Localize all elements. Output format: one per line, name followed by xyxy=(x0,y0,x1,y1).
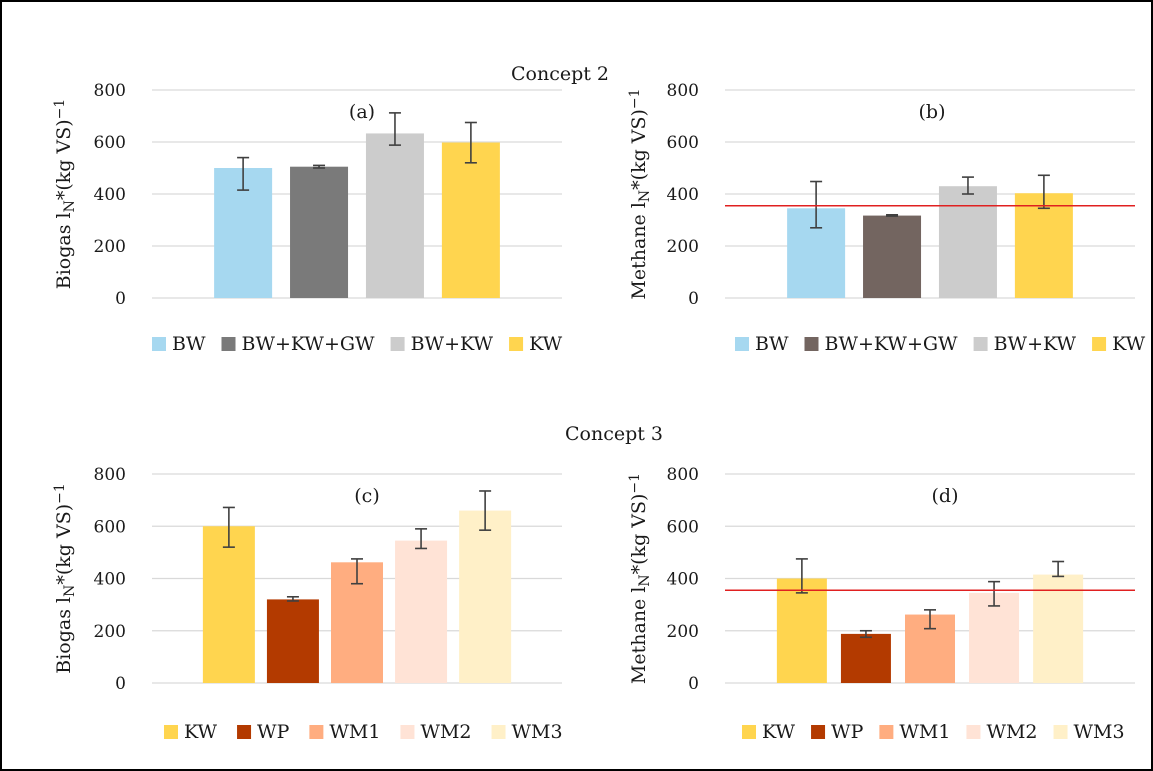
legend-swatch xyxy=(1092,337,1107,351)
chart-panel-d: 0 200 400 600 800 Methane lN*(kg VS)−1 (d) KW WP… xyxy=(627,465,1135,743)
bar-kw xyxy=(202,526,255,683)
legend-entry: BW xyxy=(172,333,206,355)
legend-swatch xyxy=(152,337,166,351)
legend-entry: BW xyxy=(755,333,789,355)
concept-title-3: Concept 3 xyxy=(565,423,663,445)
legend-swatch xyxy=(804,337,819,351)
y-tick-label: 600 xyxy=(94,133,126,153)
legend-entry: WM2 xyxy=(420,721,471,743)
bar-kw xyxy=(441,142,500,298)
y-tick-label: 600 xyxy=(94,517,126,537)
y-tick-label: 800 xyxy=(667,81,699,101)
panel-label: (b) xyxy=(919,101,946,123)
legend-swatch xyxy=(973,337,988,351)
chart-panel-a: 0 200 400 600 800 Biogas lN*(kg VS)−1 (a) BW BW+… xyxy=(52,81,562,355)
y-tick-label: 800 xyxy=(94,81,126,101)
bar-wp xyxy=(266,599,319,683)
legend-swatch xyxy=(509,337,524,351)
y-tick-label: 800 xyxy=(94,465,126,485)
bar-kw xyxy=(1014,193,1073,298)
y-tick-label: 200 xyxy=(667,622,699,642)
y-tick-label: 400 xyxy=(667,185,699,205)
y-tick-label: 0 xyxy=(115,674,126,694)
legend-swatch xyxy=(966,725,981,739)
legend-swatch xyxy=(491,725,506,739)
legend-entry: WP xyxy=(257,721,290,743)
y-axis-title: Biogas lN*(kg VS)−1 xyxy=(52,483,77,674)
legend-swatch xyxy=(237,725,252,739)
legend-entry: WM3 xyxy=(1074,721,1125,743)
y-tick-label: 400 xyxy=(94,185,126,205)
legend-swatch xyxy=(742,725,756,739)
bar-wm3 xyxy=(459,510,512,683)
legend-entry: WP xyxy=(831,721,864,743)
y-tick-label: 800 xyxy=(667,465,699,485)
y-axis-title: Biogas lN*(kg VS)−1 xyxy=(52,99,77,290)
legend-entry: WM2 xyxy=(986,721,1037,743)
bar-wm2 xyxy=(969,592,1020,683)
legend-entry: WM1 xyxy=(329,721,380,743)
legend-swatch xyxy=(879,725,894,739)
legend-swatch xyxy=(309,725,324,739)
legend-swatch xyxy=(390,337,405,351)
y-tick-label: 0 xyxy=(688,289,699,309)
y-axis-title: Methane lN*(kg VS)−1 xyxy=(627,88,652,299)
legend-entry: BW+KW+GW xyxy=(825,333,959,355)
y-axis-title: Methane lN*(kg VS)−1 xyxy=(627,473,652,684)
legend-swatch xyxy=(735,337,749,351)
chart-panel-b: 0 200 400 600 800 Methane lN*(kg VS)−1 (b) BW BW… xyxy=(627,81,1145,355)
y-tick-label: 0 xyxy=(688,674,699,694)
bar-bw-kw xyxy=(938,186,997,298)
legend-entry: BW+KW+GW xyxy=(242,333,376,355)
legend-entry: WM1 xyxy=(899,721,950,743)
panel-label: (c) xyxy=(354,485,379,507)
bar-bw-kw-gw xyxy=(290,166,349,298)
concept-title-2: Concept 2 xyxy=(511,63,609,85)
y-tick-label: 200 xyxy=(667,237,699,257)
chart-panel-c: 0 200 400 600 800 Biogas lN*(kg VS)−1 (c) KW WP W… xyxy=(52,465,562,743)
legend-entry: KW xyxy=(1112,333,1146,355)
y-tick-label: 0 xyxy=(115,289,126,309)
y-tick-label: 400 xyxy=(94,570,126,590)
legend-entry: WM3 xyxy=(512,721,563,743)
legend-entry: BW+KW xyxy=(994,333,1077,355)
bar-bw-kw xyxy=(365,133,424,298)
legend-swatch xyxy=(164,725,178,739)
panel-label: (a) xyxy=(349,101,375,123)
legend-entry: KW xyxy=(762,721,796,743)
y-tick-label: 400 xyxy=(667,570,699,590)
legend-swatch xyxy=(1053,725,1068,739)
bar-bw-kw-gw xyxy=(863,215,922,298)
bar-kw xyxy=(776,578,827,683)
y-tick-label: 600 xyxy=(667,517,699,537)
legend-swatch xyxy=(221,337,236,351)
legend-swatch xyxy=(811,725,826,739)
y-tick-label: 200 xyxy=(94,237,126,257)
bar-wm2 xyxy=(395,540,448,683)
legend-entry: KW xyxy=(184,721,218,743)
y-tick-label: 600 xyxy=(667,133,699,153)
bar-wm3 xyxy=(1033,574,1084,683)
bar-wp xyxy=(840,633,891,683)
legend-entry: KW xyxy=(529,333,563,355)
legend-swatch xyxy=(400,725,415,739)
legend-entry: BW+KW xyxy=(411,333,494,355)
panel-label: (d) xyxy=(932,485,959,507)
y-tick-label: 200 xyxy=(94,622,126,642)
